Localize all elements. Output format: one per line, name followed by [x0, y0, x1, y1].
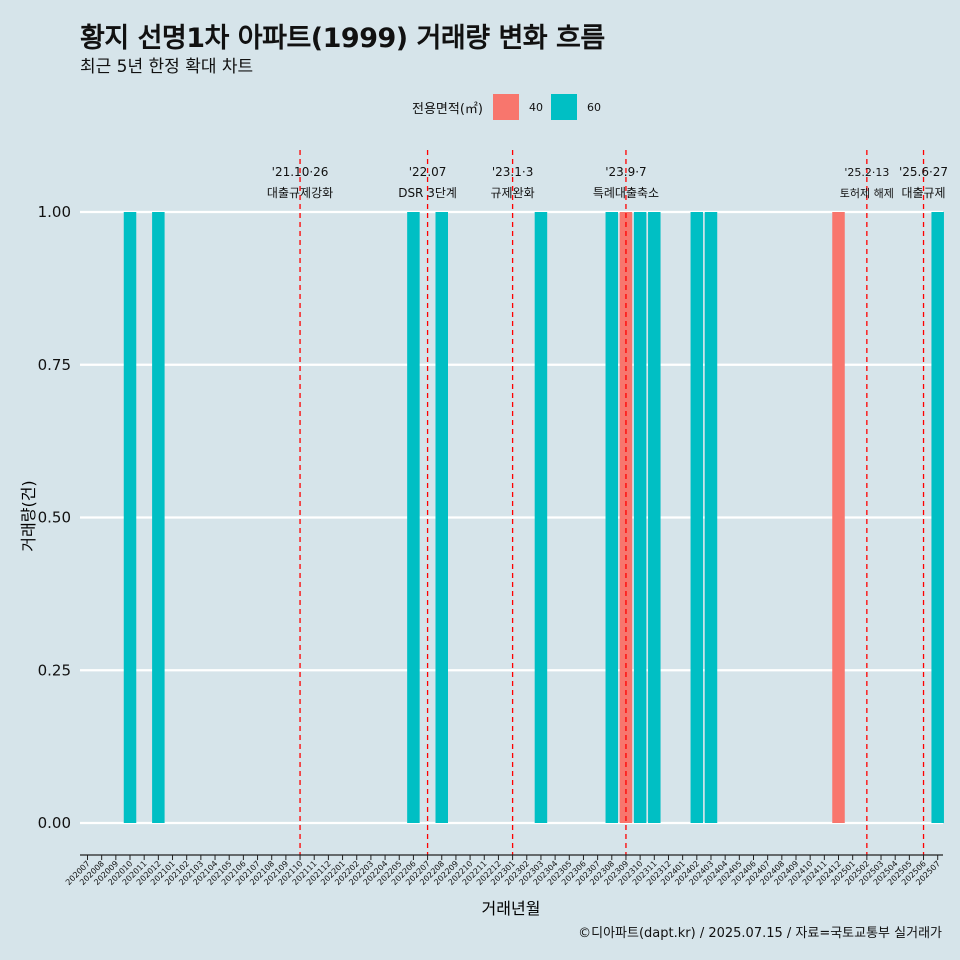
bar-202309-40 — [619, 212, 633, 823]
annotations: '21.10·26 대출규제강화 '22.07 DSR 3단계 '23.1·3 규제완화 '… — [267, 150, 948, 855]
legend-label-60: 60 — [586, 100, 601, 114]
chart-subtitle: 최근 5년 한정 확대 차트 — [80, 57, 254, 77]
y-tick-label: 0.25 — [38, 661, 71, 679]
annotation-label: 규제완화 — [491, 186, 535, 200]
legend: 전용면적(㎡) 40 60 — [412, 93, 609, 121]
annotation-label: DSR 3단계 — [398, 186, 457, 200]
caption: ©디아파트(dapt.kr) / 2025.07.15 / 자료=국토교통부 실… — [578, 926, 942, 941]
annotation-date: '25.2·13 — [844, 166, 889, 179]
annotation-label: 특례대출축소 — [593, 186, 659, 200]
chart-title: 황지 선명1차 아파트(1999) 거래량 변화 흐름 — [80, 23, 605, 54]
bar-202311-60 — [648, 212, 661, 823]
y-tick-label: 0.50 — [38, 509, 71, 527]
annotation-date: '25.6·27 — [899, 165, 948, 179]
bar-202310-60 — [633, 212, 647, 823]
annotation-label: 토허제 해제 — [840, 186, 894, 200]
legend-item-40: 40 — [492, 94, 543, 120]
legend-item-60: 60 — [550, 94, 601, 120]
bar-202206-60 — [407, 212, 420, 823]
bar-202303-60 — [534, 212, 548, 823]
bar-202010-60 — [123, 212, 137, 823]
bar-202402-60 — [690, 212, 704, 823]
y-tick-label: 1.00 — [38, 203, 71, 221]
legend-title: 전용면적(㎡) — [412, 101, 483, 117]
bar-202308-60 — [605, 212, 619, 823]
x-axis-label: 거래년월 — [482, 899, 541, 918]
gridlines — [80, 210, 943, 825]
bar-202507-60 — [931, 212, 944, 823]
axes: 0.000.250.500.751.0020200720200820200920… — [38, 203, 943, 887]
annotation-date: '23.9·7 — [605, 165, 646, 179]
annotation-label: 대출규제 — [901, 186, 945, 200]
annotation-date: '23.1·3 — [492, 165, 533, 179]
bar-202012-60 — [152, 212, 165, 823]
y-tick-label: 0.00 — [38, 814, 71, 832]
y-axis-label: 거래량(건) — [19, 480, 38, 551]
legend-label-40: 40 — [528, 100, 543, 114]
legend-swatch-60 — [550, 94, 577, 120]
annotation-date: '22.07 — [409, 165, 447, 179]
bar-202208-60 — [435, 212, 448, 823]
legend-swatch-40 — [492, 94, 519, 120]
bar-202412-40 — [832, 212, 845, 823]
annotation-label: 대출규제강화 — [267, 186, 333, 200]
bars — [123, 212, 944, 823]
annotation-date: '21.10·26 — [272, 165, 329, 179]
y-tick-label: 0.75 — [38, 356, 71, 374]
bar-202403-60 — [704, 212, 718, 823]
